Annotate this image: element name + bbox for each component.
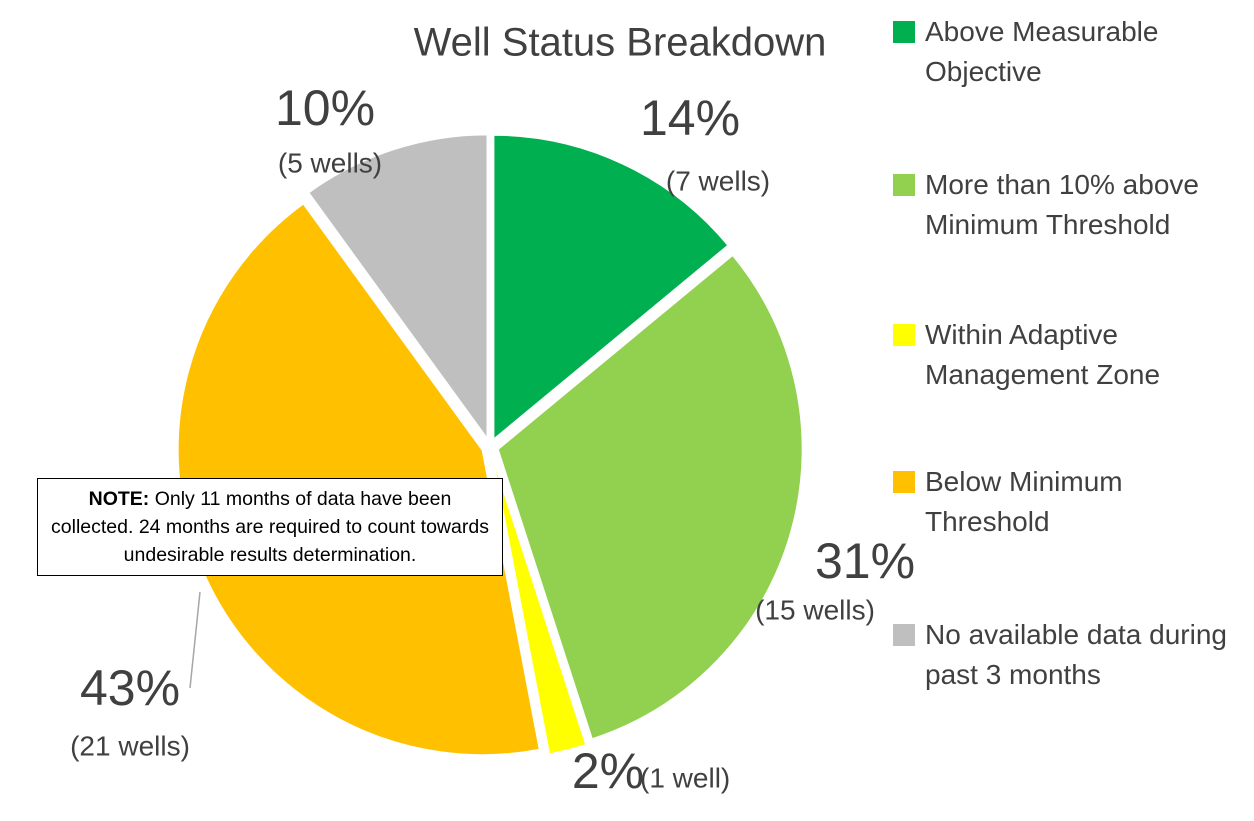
note-text: Only 11 months of data have been collect… [51, 488, 489, 566]
legend-swatch [893, 324, 915, 346]
slice-sublabel: (15 wells) [755, 594, 875, 625]
value-label: 2% [572, 743, 644, 799]
chart-title: Well Status Breakdown [414, 21, 827, 65]
slice-sublabel: (5 wells) [278, 147, 382, 178]
leader-line [189, 591, 201, 689]
pie-slice [306, 133, 489, 443]
legend-label: Above Measurable Objective [925, 16, 1159, 87]
legend-swatch [893, 21, 915, 43]
pie-slice [496, 253, 804, 741]
value-label: 31% [815, 533, 915, 589]
legend-label: More than 10% above Minimum Threshold [925, 169, 1199, 240]
legend-swatch [893, 624, 915, 646]
pie-slice [491, 454, 588, 756]
slice-sublabel: (21 wells) [70, 730, 190, 761]
note: NOTE: Only 11 months of data have been c… [37, 478, 503, 576]
pie-slice [492, 133, 730, 442]
value-label: 14% [640, 90, 740, 146]
slice-sublabel: (1 well) [640, 762, 730, 793]
slice-sublabel: (7 wells) [666, 165, 770, 196]
legend-swatch [893, 471, 915, 493]
value-label: 43% [80, 660, 180, 716]
value-label: 10% [275, 80, 375, 136]
legend-label: Below Minimum Threshold [925, 466, 1123, 537]
legend-label: No available data during past 3 months [925, 619, 1227, 690]
legend-label: Within Adaptive Management Zone [925, 319, 1161, 390]
note-label: NOTE: [88, 488, 150, 510]
legend-swatch [893, 174, 915, 196]
